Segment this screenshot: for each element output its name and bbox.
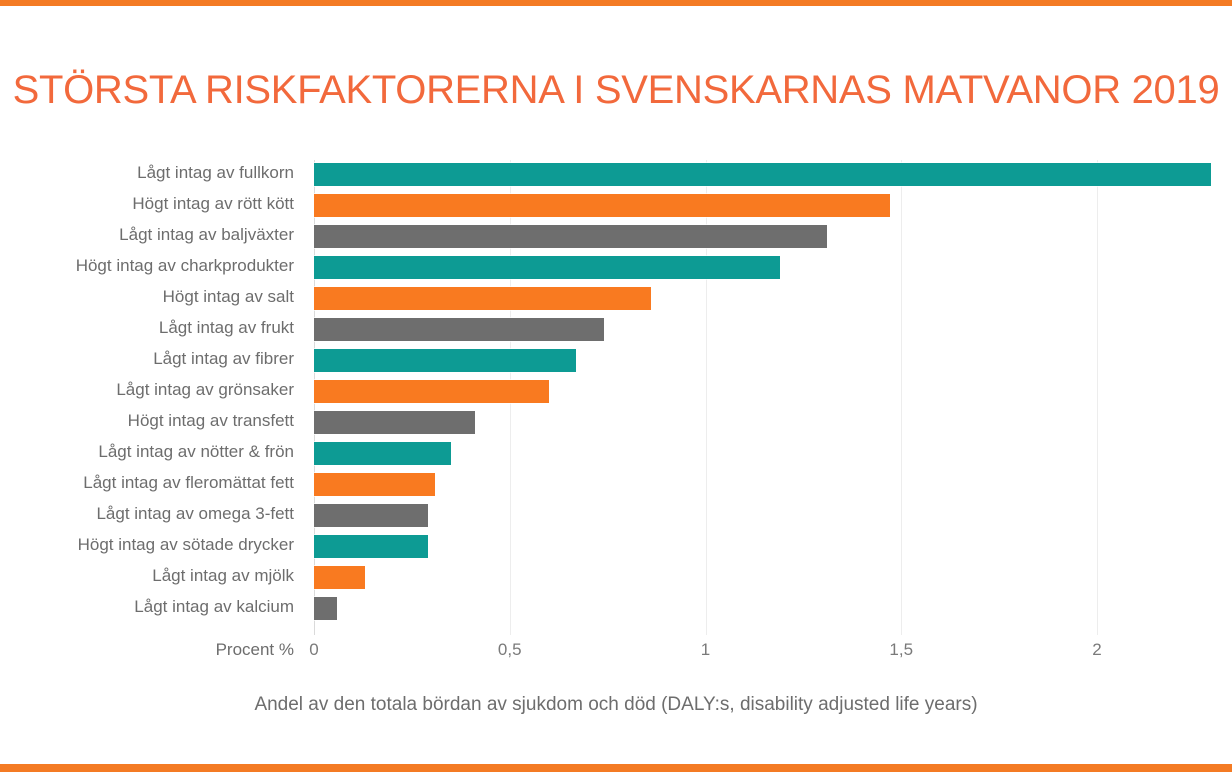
category-label: Lågt intag av fullkorn [137,163,294,182]
category-label: Lågt intag av kalcium [134,597,294,616]
category-label: Högt intag av transfett [127,411,294,430]
bar-row: Lågt intag av fleromättat fett [0,470,1232,501]
bar-row: Högt intag av charkprodukter [0,253,1232,284]
gridline-1-5 [901,160,903,635]
category-label: Lågt intag av mjölk [152,566,294,585]
top-accent-rule [0,0,1232,6]
gridline-1 [705,160,707,635]
category-label: Lågt intag av fleromättat fett [83,473,294,492]
bar-row: Högt intag av rött kött [0,191,1232,222]
bar[interactable] [314,287,651,310]
bar[interactable] [314,256,780,279]
x-tick-label: 1 [700,640,711,659]
chart-plot-area: Lågt intag av fullkorn Högt intag av rött… [0,160,1232,640]
bar-row: Lågt intag av mjölk [0,563,1232,594]
bar[interactable] [314,349,577,372]
bar-row: Lågt intag av nötter & frön [0,439,1232,470]
bar-row: Lågt intag av omega 3-fett [0,501,1232,532]
x-axis-tick-labels: Procent % 0 0,5 1 1,5 2 [0,640,1232,666]
bar-row: Lågt intag av fibrer [0,346,1232,377]
bar[interactable] [314,194,890,217]
category-label: Lågt intag av grönsaker [116,380,294,399]
bar[interactable] [314,535,428,558]
category-label: Högt intag av sötade drycker [77,535,294,554]
bar[interactable] [314,566,365,589]
x-axis-title: Procent % [215,640,294,659]
bar[interactable] [314,597,338,620]
category-label: Högt intag av charkprodukter [75,256,294,275]
bar[interactable] [314,473,436,496]
category-label: Högt intag av salt [162,287,294,306]
category-label: Lågt intag av nötter & frön [98,442,294,461]
bar[interactable] [314,380,549,403]
bar-row: Högt intag av salt [0,284,1232,315]
x-tick-label: 2 [1092,640,1102,659]
bar-row: Lågt intag av kalcium [0,594,1232,625]
bar-row: Högt intag av transfett [0,408,1232,439]
bottom-accent-rule [0,764,1232,772]
bar-rows: Lågt intag av fullkorn Högt intag av rött… [0,160,1232,625]
page-title: STÖRSTA RISKFAKTORERNA I SVENSKARNAS MAT… [12,68,1220,112]
bar-row: Lågt intag av baljväxter [0,222,1232,253]
chart-caption: Andel av den totala bördan av sjukdom oc… [254,694,978,715]
bar[interactable] [314,318,604,341]
bar-row: Lågt intag av fullkorn [0,160,1232,191]
bar[interactable] [314,442,452,465]
gridline-2 [1097,160,1098,635]
x-tick-label: 0 [309,640,319,659]
category-label: Högt intag av rött kött [132,194,294,213]
bar-row: Högt intag av sötade drycker [0,532,1232,563]
category-label: Lågt intag av fibrer [153,349,294,368]
bar[interactable] [314,411,475,434]
bar[interactable] [314,504,428,527]
category-label: Lågt intag av omega 3-fett [96,504,294,523]
bar-row: Lågt intag av grönsaker [0,377,1232,408]
category-label: Lågt intag av frukt [158,318,294,337]
x-tick-label: 0,5 [497,640,522,659]
bar[interactable] [314,225,827,248]
bar-row: Lågt intag av frukt [0,315,1232,346]
category-label: Lågt intag av baljväxter [119,225,294,244]
x-tick-label: 1,5 [889,640,914,659]
bar[interactable] [314,163,1211,186]
